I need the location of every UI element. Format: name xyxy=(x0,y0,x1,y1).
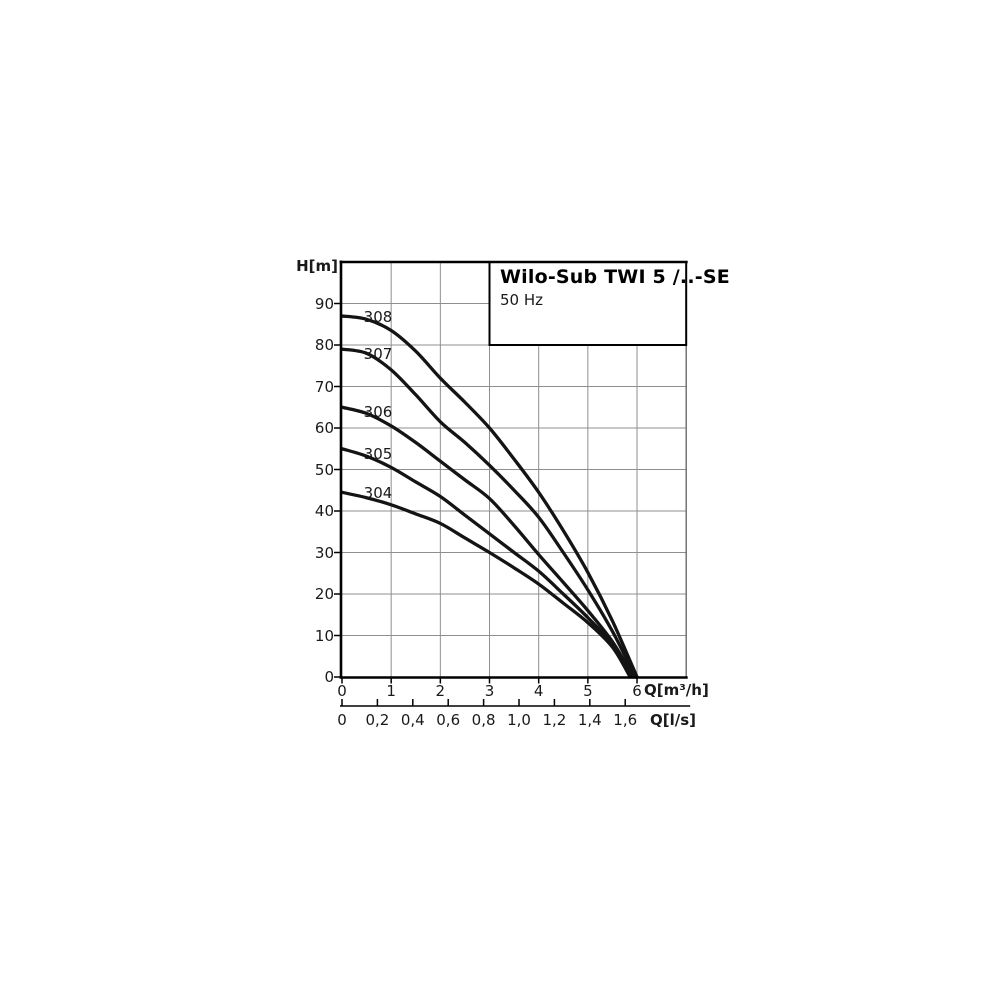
ls-tick-label: 0,6 xyxy=(436,711,461,729)
ls-tick-label: 0,2 xyxy=(365,711,390,729)
y-tick-label: 60 xyxy=(314,419,334,437)
y-tick-label: 40 xyxy=(314,502,334,520)
ls-tick-label: 1,4 xyxy=(577,711,602,729)
y-tick-label: 0 xyxy=(324,668,334,686)
chart-subtitle: 50 Hz xyxy=(500,291,544,309)
curve-label-308: 308 xyxy=(363,307,393,326)
x-tick-label: 3 xyxy=(484,682,495,700)
y-axis-title: H[m] xyxy=(296,257,338,275)
pump-curve-306 xyxy=(340,405,636,679)
y-tick-label: 30 xyxy=(314,543,334,562)
ls-tick-label: 0 xyxy=(337,711,347,729)
ls-tick-label: 0,8 xyxy=(471,711,496,729)
title-box xyxy=(488,261,688,346)
x-tick-label: 1 xyxy=(386,682,396,700)
ls-tick-label: 1,0 xyxy=(507,711,531,729)
chart-title: Wilo-Sub TWI 5 /..-SE xyxy=(500,266,730,288)
x-tick-label: 0 xyxy=(337,682,347,700)
y-tick-label: 90 xyxy=(314,294,334,313)
ls-tick-label: 0,4 xyxy=(400,711,425,729)
curve-label-306: 306 xyxy=(363,402,393,421)
x-axis-secondary-title: Q[l/s] xyxy=(650,711,697,729)
pump-curve-308 xyxy=(340,314,639,679)
y-tick-label: 10 xyxy=(314,626,334,645)
pump-curve-307 xyxy=(340,347,638,679)
y-tick-label: 80 xyxy=(314,336,334,354)
x-tick-label: 2 xyxy=(435,682,446,700)
x-tick-label: 6 xyxy=(632,682,642,700)
pump-curve-305 xyxy=(340,447,634,679)
ls-tick-label: 1,6 xyxy=(613,711,638,729)
curve-label-305: 305 xyxy=(363,444,393,463)
y-tick-label: 20 xyxy=(314,585,334,603)
x-tick-label: 5 xyxy=(583,682,593,700)
x-axis-primary-title: Q[m³/h] xyxy=(644,681,709,699)
y-tick-label: 50 xyxy=(314,460,334,479)
y-tick-label: 70 xyxy=(314,377,334,396)
pump-curve-304 xyxy=(340,490,632,679)
curve-label-304: 304 xyxy=(363,484,393,503)
x-tick-label: 4 xyxy=(533,682,544,700)
curve-label-307: 307 xyxy=(363,344,393,363)
ls-tick-label: 1,2 xyxy=(542,711,567,729)
